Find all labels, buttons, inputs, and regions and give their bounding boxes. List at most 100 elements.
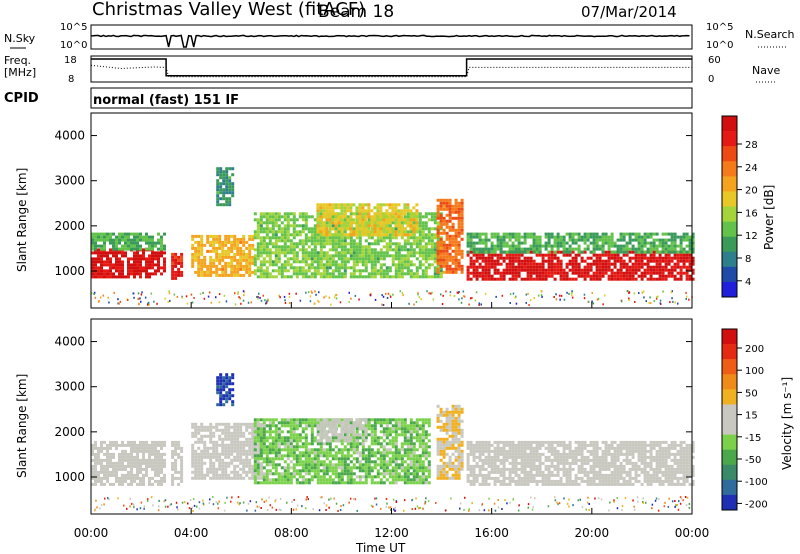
power-cell: [565, 232, 569, 236]
power-cell: [283, 212, 287, 216]
power-cell: [592, 259, 596, 263]
power-cell: [259, 245, 263, 249]
power-cell: [346, 248, 350, 252]
power-cell: [460, 225, 464, 229]
power-cell: [451, 216, 455, 220]
velocity-cell: [322, 442, 326, 446]
velocity-cell: [331, 478, 335, 482]
power-cell: [535, 250, 539, 254]
velocity-cell: [352, 445, 356, 449]
power-cell: [514, 238, 518, 242]
velocity-cell: [148, 482, 151, 486]
power-cell: [379, 236, 383, 240]
power-cell: [550, 256, 554, 260]
velocity-cell: [328, 469, 332, 473]
velocity-cell: [236, 449, 240, 453]
power-cell: [643, 268, 647, 272]
power-cell: [589, 256, 593, 260]
power-speckle-dot: [234, 303, 237, 306]
power-cell: [325, 257, 329, 261]
power-cell: [487, 247, 491, 251]
power-cell: [157, 251, 160, 255]
power-cell: [136, 260, 139, 264]
power-cell: [508, 247, 512, 251]
power-cell: [688, 265, 692, 269]
power-cell: [601, 265, 605, 269]
power-cell: [397, 275, 401, 279]
power-speckle-dot: [309, 295, 312, 298]
velocity-cell: [115, 476, 118, 480]
power-cell: [219, 173, 223, 177]
velocity-cell: [334, 454, 338, 458]
power-speckle-dot: [649, 302, 652, 305]
power-cell: [112, 238, 115, 242]
velocity-cell: [245, 449, 249, 453]
power-cell: [265, 215, 269, 219]
velocity-cell: [228, 397, 232, 401]
power-cell: [541, 262, 545, 266]
velocity-cell: [124, 479, 127, 483]
velocity-cell: [224, 467, 228, 471]
power-speckle-dot: [234, 292, 236, 295]
velocity-cell: [97, 458, 100, 462]
power-cell: [664, 262, 668, 266]
power-speckle-dot: [389, 294, 392, 297]
velocity-cell: [349, 472, 353, 476]
power-cell: [619, 232, 623, 236]
power-cell: [274, 230, 278, 234]
power-cell: [460, 213, 464, 217]
power-cell: [230, 240, 234, 244]
velocity-cell: [256, 418, 260, 422]
velocity-cell: [313, 460, 317, 464]
power-cell: [301, 266, 305, 270]
power-cell: [218, 237, 222, 241]
power-cell: [508, 265, 512, 269]
velocity-cell: [177, 455, 181, 459]
power-cell: [286, 257, 290, 261]
velocity-cell: [256, 481, 260, 485]
power-cell: [604, 268, 608, 272]
velocity-cell: [142, 467, 145, 471]
velocity-cell: [334, 469, 338, 473]
power-cell: [427, 248, 431, 252]
velocity-cell: [277, 463, 281, 467]
power-cell: [502, 274, 506, 278]
velocity-cell: [265, 481, 269, 485]
power-cell: [91, 235, 94, 239]
velocity-cell: [154, 473, 157, 477]
power-cell: [382, 215, 386, 219]
nsky-strip: N.Sky 10^5 10^0 10^5 10^0 N.Search: [4, 22, 795, 51]
velocity-cell: [367, 433, 371, 437]
velocity-cell: [209, 458, 213, 462]
velocity-cell: [216, 391, 220, 395]
power-cell: [248, 273, 252, 277]
power-cell: [379, 212, 383, 216]
velocity-cell: [109, 470, 112, 474]
power-cell: [592, 238, 596, 242]
power-cell: [286, 218, 290, 222]
power-cell: [439, 237, 443, 241]
power-cell: [373, 239, 377, 243]
velocity-cell: [148, 455, 151, 459]
velocity-cell: [103, 446, 106, 450]
power-cell: [121, 269, 124, 273]
velocity-cell: [127, 452, 130, 456]
power-cell: [682, 271, 686, 275]
power-cell: [658, 244, 662, 248]
power-cell: [376, 230, 380, 234]
velocity-cell: [349, 481, 353, 485]
velocity-cell: [385, 430, 389, 434]
power-cell: [436, 252, 440, 256]
power-speckle-dot: [468, 303, 470, 306]
power-cell: [163, 260, 166, 264]
power-cell: [409, 218, 413, 222]
power-cell: [493, 268, 497, 272]
velocity-cell: [382, 475, 386, 479]
velocity-cell: [286, 421, 290, 425]
velocity-cell: [265, 445, 269, 449]
velocity-cell: [286, 463, 290, 467]
power-cell: [643, 238, 647, 242]
power-cell: [256, 233, 260, 237]
power-cell: [355, 236, 359, 240]
velocity-cell: [325, 454, 329, 458]
